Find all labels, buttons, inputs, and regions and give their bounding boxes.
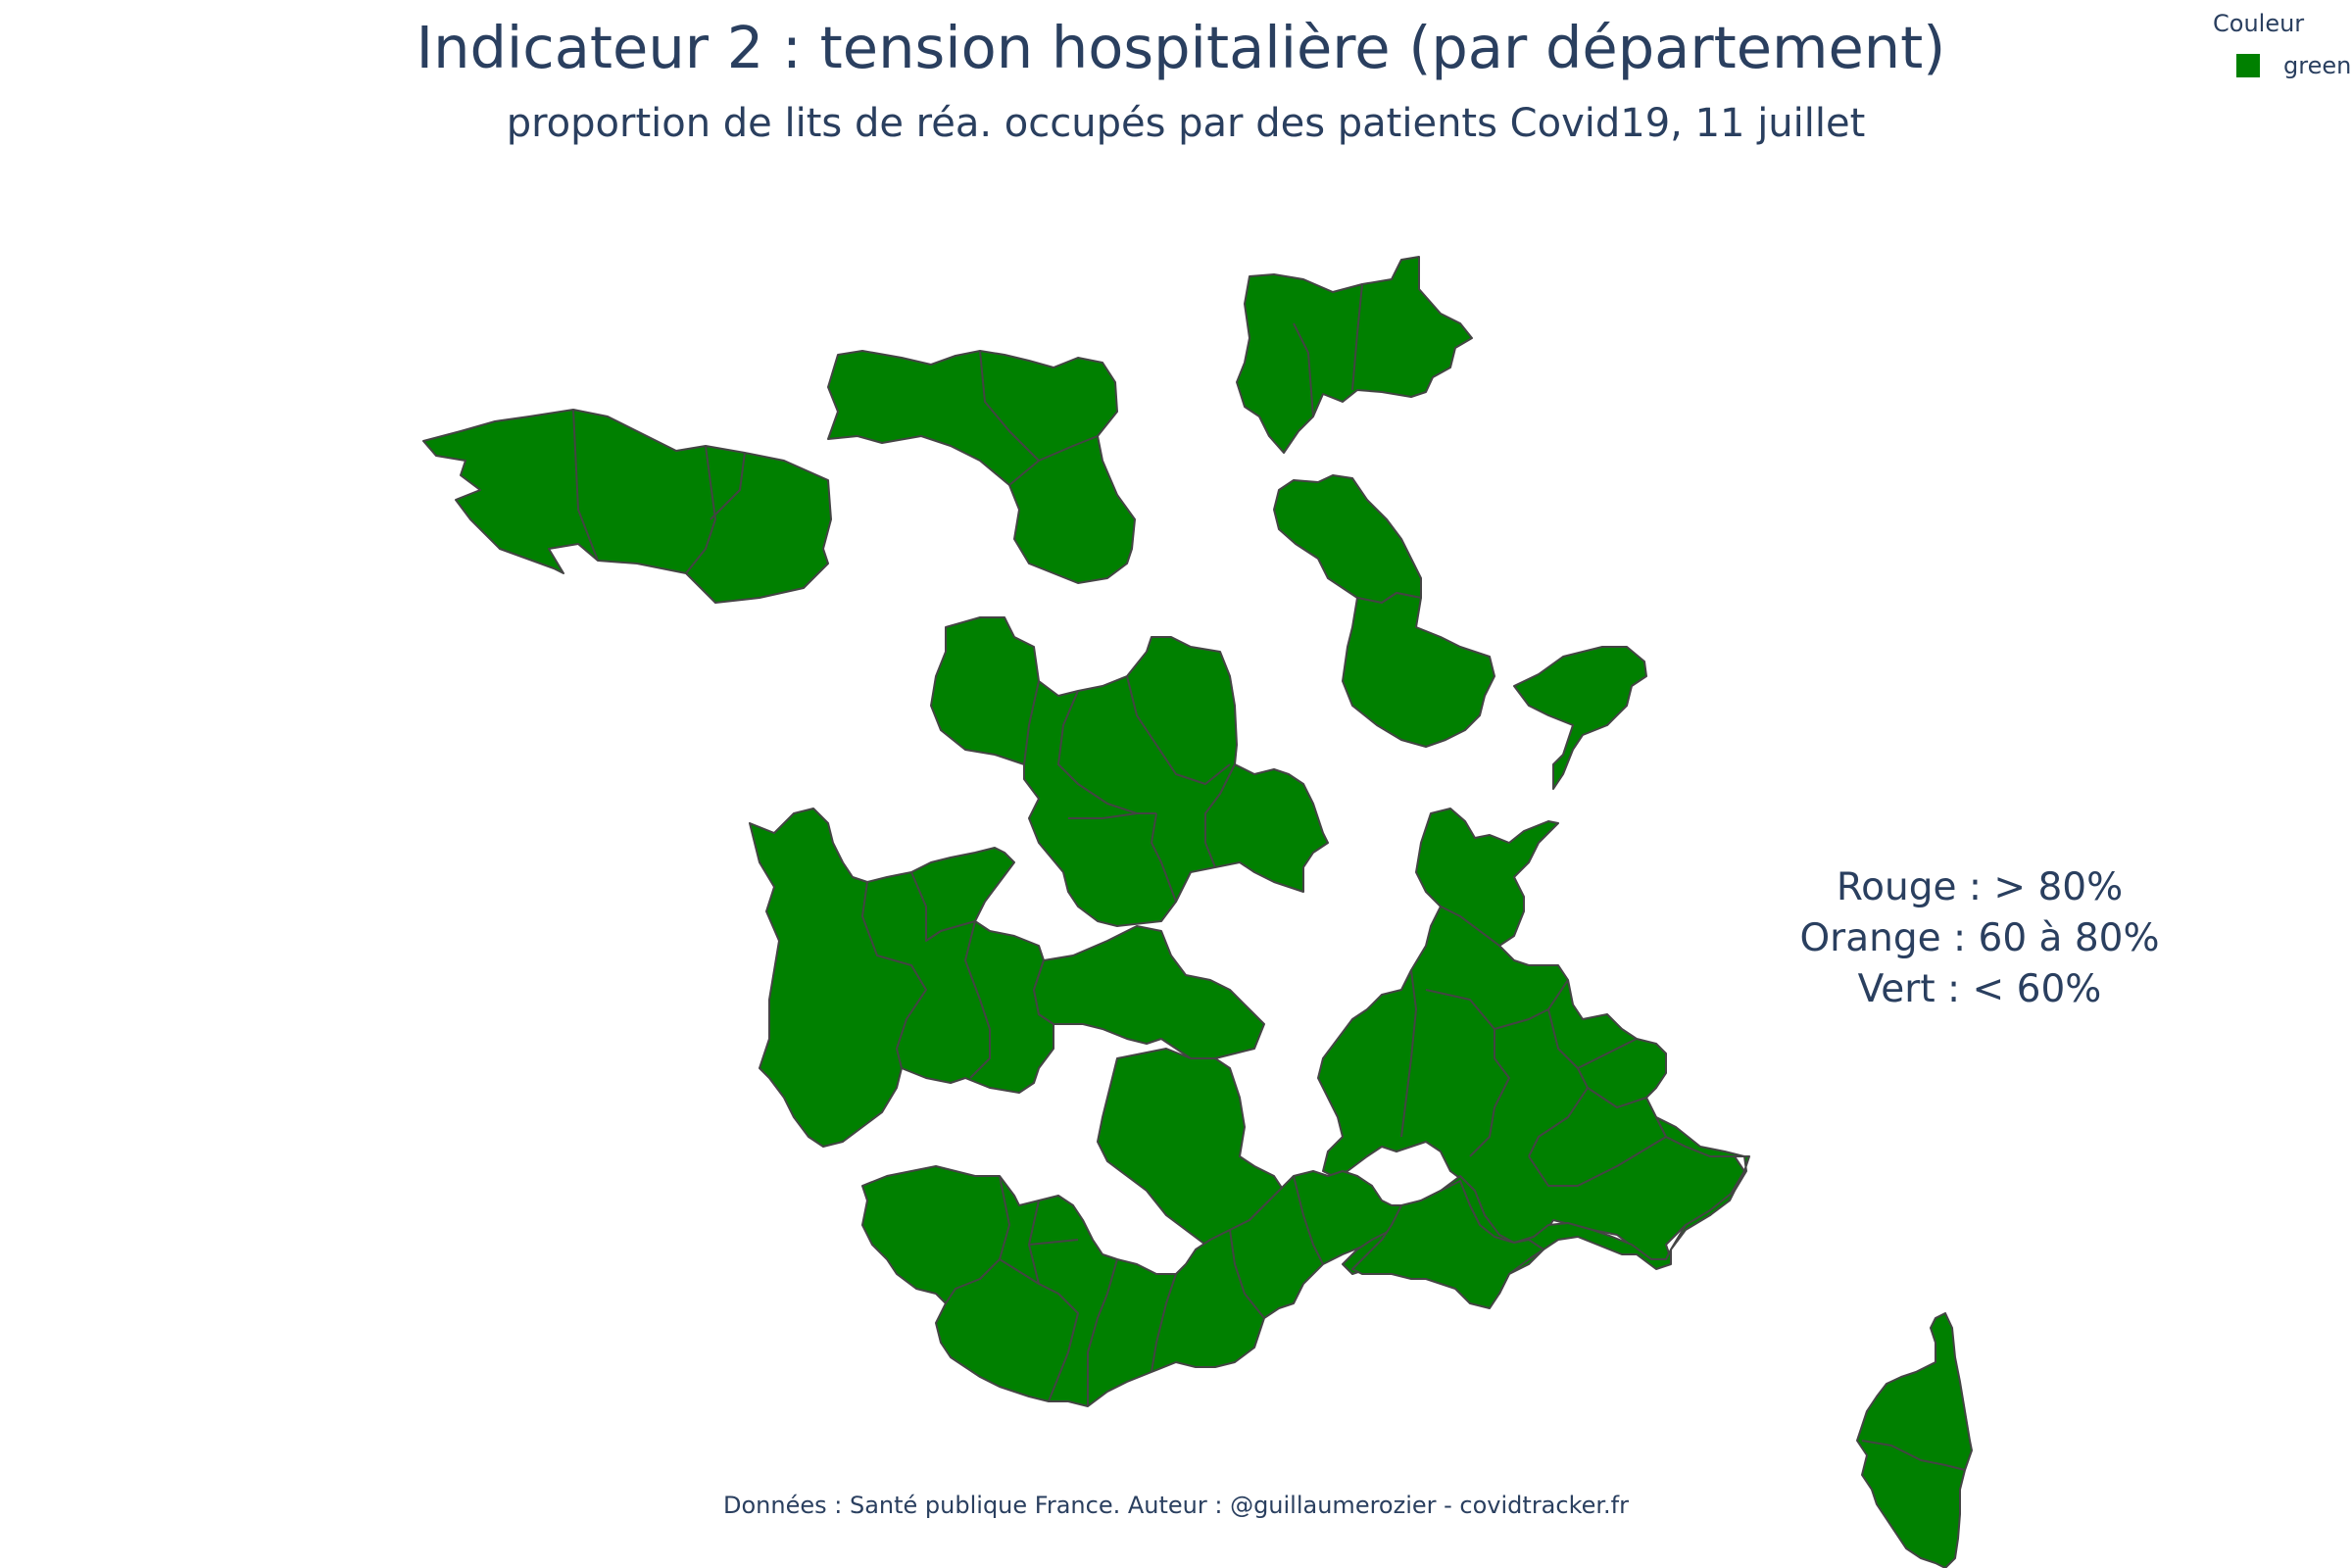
legend-label-green[interactable]: green (2283, 52, 2352, 79)
department-region-champagne[interactable] (1273, 474, 1422, 604)
department-border (979, 350, 1099, 486)
map-subtitle: proportion de lits de réa. occupés par d… (506, 101, 1866, 146)
department-region-bretagne[interactable] (422, 409, 832, 604)
department-region-normandie[interactable] (827, 350, 1136, 584)
department-region-limousin[interactable] (1033, 925, 1265, 1059)
department-border (861, 871, 991, 1079)
source-caption: Données : Santé publique France. Auteur … (723, 1492, 1629, 1519)
map-title: Indicateur 2 : tension hospitalière (par… (416, 14, 1946, 81)
department-border (1861, 1440, 1966, 1471)
department-border (572, 409, 746, 574)
department-border (1023, 675, 1236, 903)
note-line-rouge: Rouge : > 80% (1836, 865, 2124, 909)
legend-title: Couleur (2213, 10, 2305, 37)
color-scale-note: Rouge : > 80% Orange : 60 à 80% Vert : <… (1764, 862, 2195, 1015)
department-border (1400, 969, 1667, 1187)
department-border (945, 1175, 1324, 1406)
department-region-alsace[interactable] (1513, 646, 1647, 790)
legend[interactable]: Couleur green (2207, 8, 2352, 86)
department-region-hauts-de-france[interactable] (1236, 256, 1473, 454)
note-line-orange: Orange : 60 à 80% (1799, 916, 2160, 960)
department-region-corse[interactable] (1856, 1312, 1973, 1568)
department-region-occitanie-south[interactable] (861, 1165, 1422, 1407)
note-line-vert: Vert : < 60% (1857, 967, 2102, 1011)
department-region-bourgogne-north[interactable] (1342, 592, 1495, 748)
department-border (1293, 283, 1363, 417)
department-region-var[interactable] (1351, 1180, 1544, 1309)
legend-swatch-green[interactable] (2236, 54, 2260, 77)
